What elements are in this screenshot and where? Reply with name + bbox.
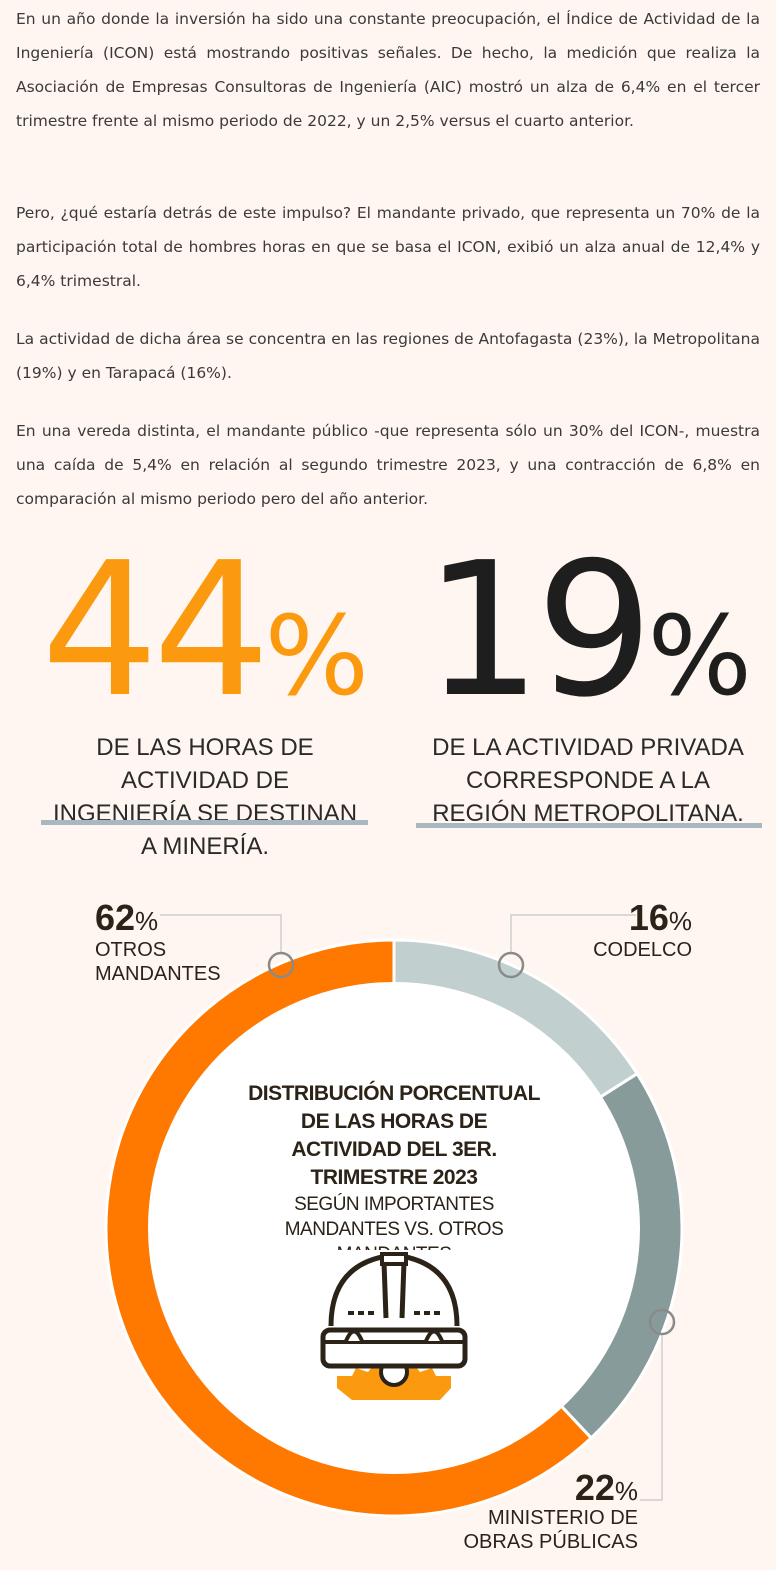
chart-subtitle: SEGÚN IMPORTANTES MANDANTES VS. OTROS MA… [284,1194,504,1250]
paragraph-public: En una vereda distinta, el mandante públ… [16,422,760,508]
chart-title: DISTRIBUCIÓN PORCENTUAL DE LAS HORAS DE … [248,1082,540,1189]
leader-marker-codelco [497,951,525,979]
paragraph-intro: En un año donde la inversión ha sido una… [16,10,760,130]
label-otros-line1: OTROS [95,939,166,961]
label-codelco-line1: CODELCO [593,939,692,961]
stat-metropolitan: 19% DE LA ACTIVIDAD PRIVADA CORRESPONDE … [412,522,764,830]
leader-marker-mop [648,1308,676,1336]
leader-marker-otros [267,951,295,979]
label-otros-value: 62% [95,897,158,938]
stat-metropolitan-caption: DE LA ACTIVIDAD PRIVADA CORRESPONDE A LA… [432,734,744,827]
leader-line-otros [160,914,282,953]
donut-center [148,982,640,1474]
stat-mining-number: 44% [41,522,369,738]
leader-line-codelco [510,914,636,953]
stat-mining-divider [41,820,368,825]
stat-mining: 44% DE LAS HORAS DE ACTIVIDAD DE INGENIE… [30,522,380,863]
paragraph-private: Pero, ¿qué estaría detrás de este impuls… [16,204,760,290]
label-codelco-value: 16% [629,897,692,938]
hard-hat-gear-icon [320,1252,468,1400]
stat-metropolitan-number: 19% [424,522,752,738]
stat-mining-caption: DE LAS HORAS DE ACTIVIDAD DE INGENIERÍA … [52,734,358,860]
donut-chart: 62% OTROS MANDANTES 16% CODELCO 22% MINI… [95,897,692,1553]
label-mop-line2: OBRAS PÚBLICAS [463,1530,638,1553]
label-mop-value: 22% [575,1467,638,1508]
stat-metropolitan-divider [416,823,762,828]
label-mop-line1: MINISTERIO DE [488,1507,638,1529]
paragraph-regions: La actividad de dicha área se concentra … [16,330,760,382]
leader-line-mop [640,1334,663,1501]
label-otros-line2: MANDANTES [95,963,221,985]
